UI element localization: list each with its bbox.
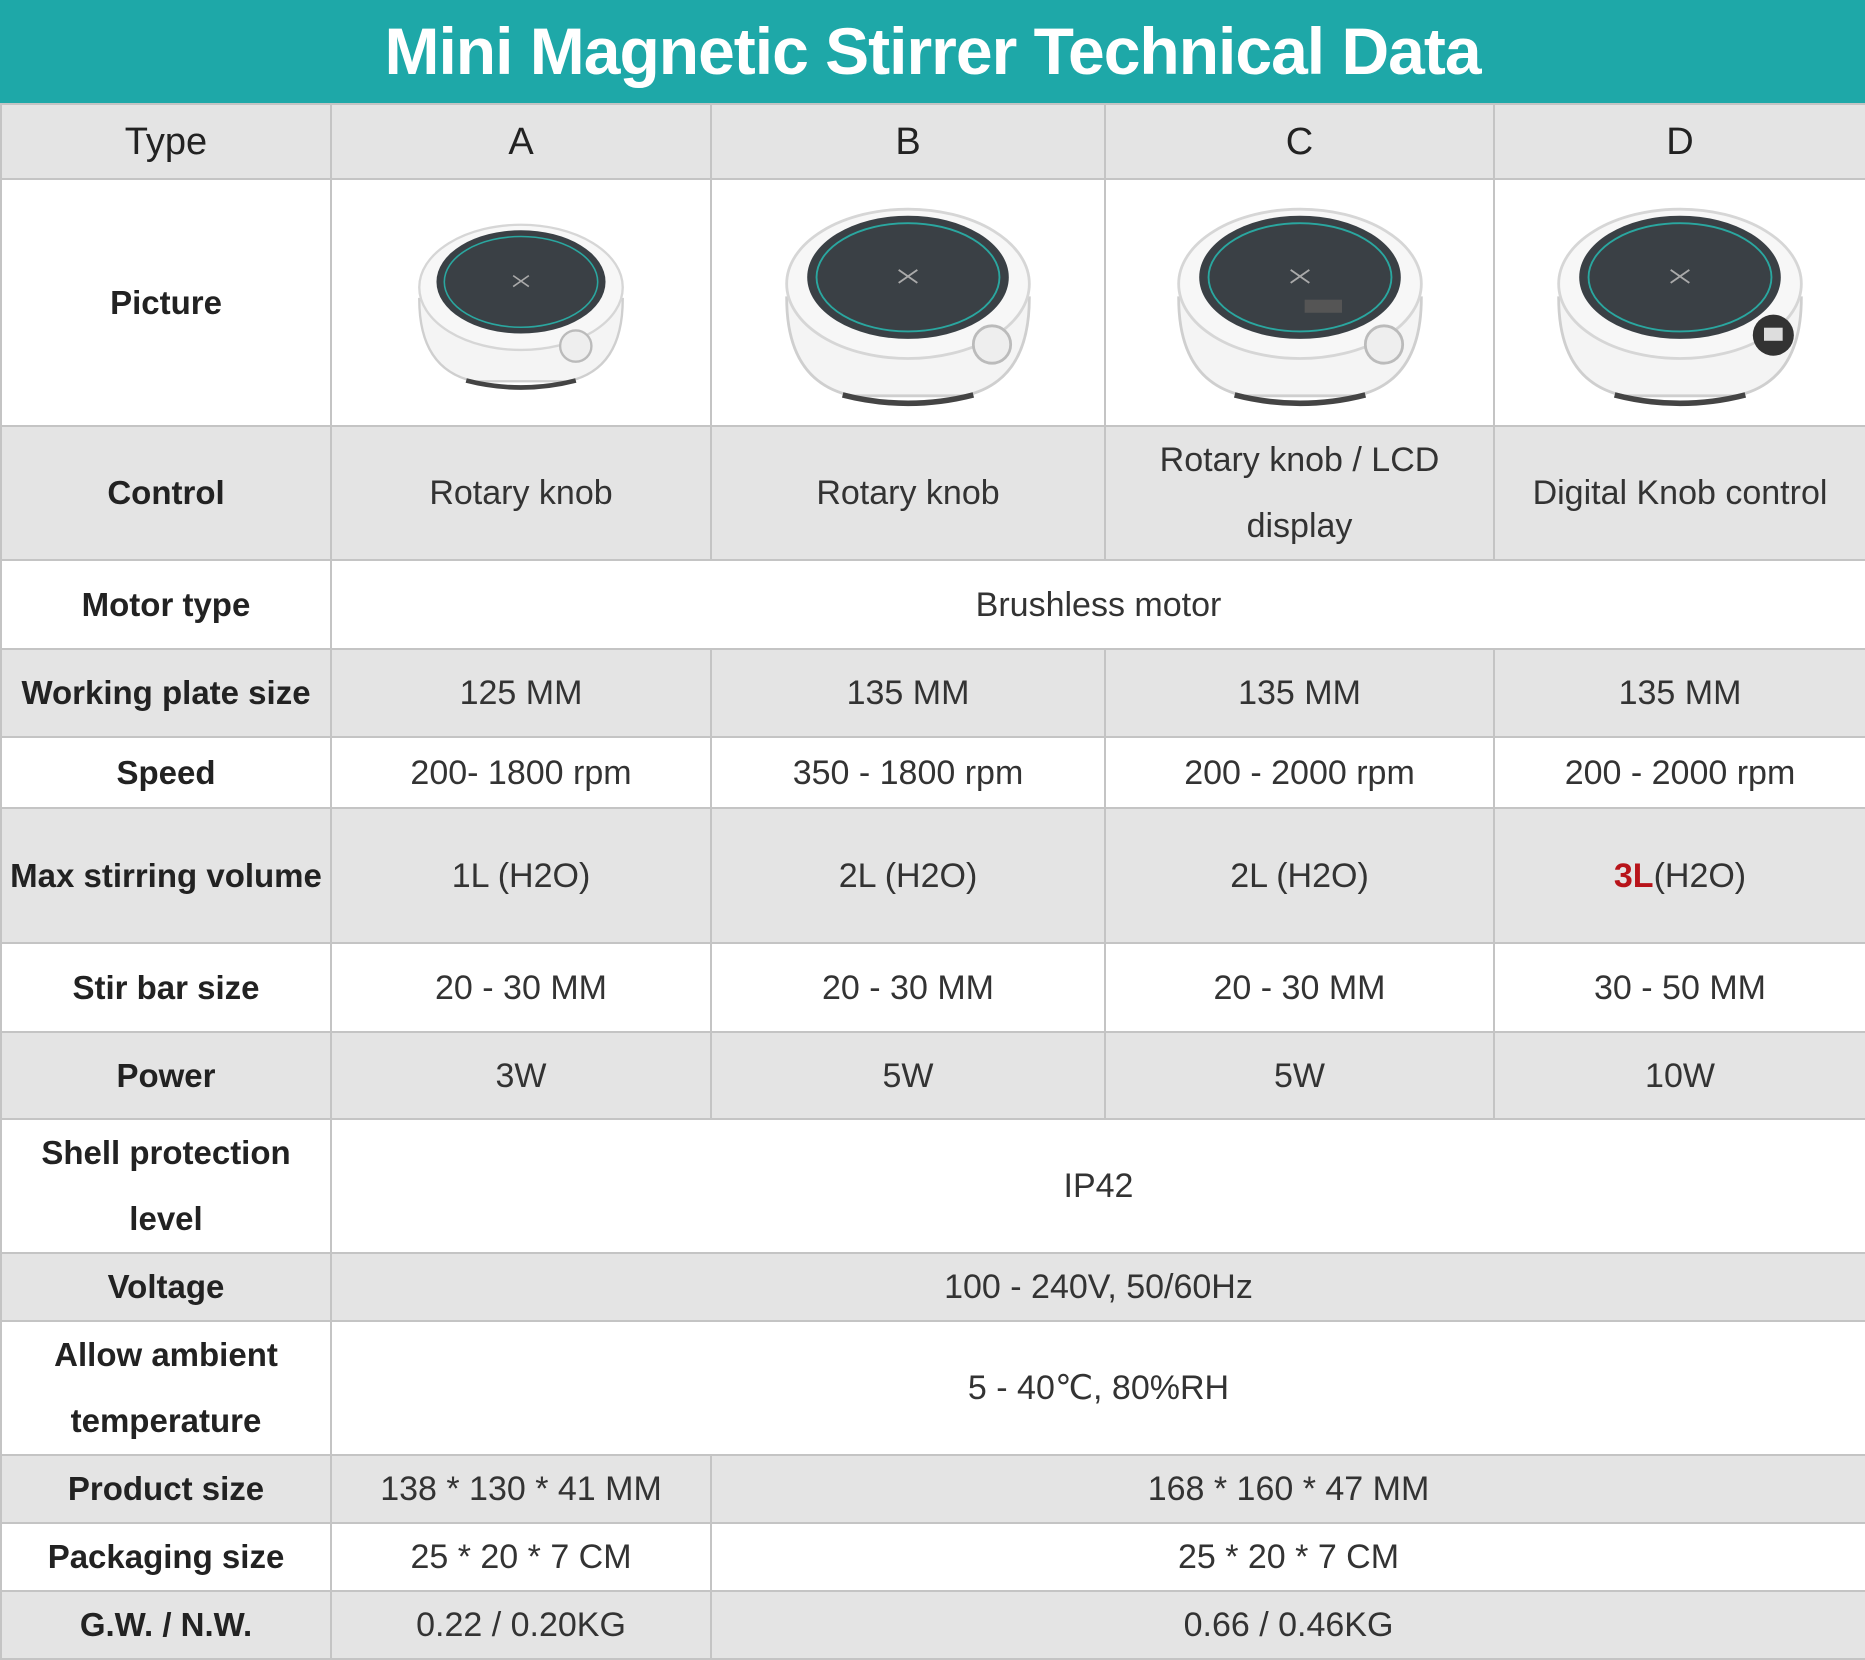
- header-row: Type A B C D: [0, 103, 1865, 180]
- cell: 1L (H2O): [330, 807, 712, 944]
- cell: 100 - 240V, 50/60Hz: [330, 1252, 1865, 1322]
- header-cell: C: [1104, 103, 1495, 180]
- row-label: Picture: [0, 178, 332, 427]
- cell: Brushless motor: [330, 559, 1865, 650]
- row-label: Stir bar size: [0, 942, 332, 1033]
- row: Max stirring volume 1L (H2O) 2L (H2O) 2L…: [0, 807, 1865, 944]
- product-image: [768, 195, 1048, 410]
- row: Packaging size 25 * 20 * 7 CM 25 * 20 * …: [0, 1522, 1865, 1592]
- cell: 350 - 1800 rpm: [710, 736, 1106, 809]
- row: Power 3W 5W 5W 10W: [0, 1031, 1865, 1120]
- cell: 2L (H2O): [1104, 807, 1495, 944]
- cell: 135 MM: [710, 648, 1106, 738]
- cell: 20 - 30 MM: [330, 942, 712, 1033]
- highlight: 3L: [1613, 856, 1654, 895]
- cell: 2L (H2O): [710, 807, 1106, 944]
- header-cell: Type: [0, 103, 332, 180]
- cell: 20 - 30 MM: [1104, 942, 1495, 1033]
- picture-cell: [710, 178, 1106, 427]
- cell: 10W: [1493, 1031, 1865, 1120]
- row-label: Working plate size: [0, 648, 332, 738]
- product-image: [1160, 195, 1440, 410]
- row: G.W. / N.W. 0.22 / 0.20KG 0.66 / 0.46KG: [0, 1590, 1865, 1660]
- row-label: Control: [0, 425, 332, 561]
- cell: 3W: [330, 1031, 712, 1120]
- cell: IP42: [330, 1118, 1865, 1254]
- cell: Rotary knob: [330, 425, 712, 561]
- cell: 5 - 40℃, 80%RH: [330, 1320, 1865, 1456]
- cell: 135 MM: [1493, 648, 1865, 738]
- spec-table: Type A B C D Picture Control Rotary knob…: [0, 103, 1865, 1660]
- cell: 3L(H2O): [1493, 807, 1865, 944]
- row: Shell protection level IP42: [0, 1118, 1865, 1254]
- row: Speed 200- 1800 rpm 350 - 1800 rpm 200 -…: [0, 736, 1865, 809]
- cell: 25 * 20 * 7 CM: [330, 1522, 712, 1592]
- row-label: Packaging size: [0, 1522, 332, 1592]
- picture-cell: [1493, 178, 1865, 427]
- row-label: Speed: [0, 736, 332, 809]
- row: Stir bar size 20 - 30 MM 20 - 30 MM 20 -…: [0, 942, 1865, 1033]
- cell: 138 * 130 * 41 MM: [330, 1454, 712, 1524]
- row: Control Rotary knob Rotary knob Rotary k…: [0, 425, 1865, 561]
- header-cell: A: [330, 103, 712, 180]
- picture-cell: [1104, 178, 1495, 427]
- cell: 0.22 / 0.20KG: [330, 1590, 712, 1660]
- cell: 200 - 2000 rpm: [1493, 736, 1865, 809]
- row-label: Motor type: [0, 559, 332, 650]
- cell: 200 - 2000 rpm: [1104, 736, 1495, 809]
- cell: 5W: [710, 1031, 1106, 1120]
- row-label: G.W. / N.W.: [0, 1590, 332, 1660]
- cell: 125 MM: [330, 648, 712, 738]
- row: Motor type Brushless motor: [0, 559, 1865, 650]
- cell: Rotary knob: [710, 425, 1106, 561]
- cell: 0.66 / 0.46KG: [710, 1590, 1865, 1660]
- row-label: Allow ambient temperature: [0, 1320, 332, 1456]
- row: Working plate size 125 MM 135 MM 135 MM …: [0, 648, 1865, 738]
- row-label: Voltage: [0, 1252, 332, 1322]
- picture-cell: [330, 178, 712, 427]
- row-label: Max stirring volume: [0, 807, 332, 944]
- row: Product size 138 * 130 * 41 MM 168 * 160…: [0, 1454, 1865, 1524]
- cell: 135 MM: [1104, 648, 1495, 738]
- row: Picture: [0, 178, 1865, 427]
- title-bar: Mini Magnetic Stirrer Technical Data: [0, 0, 1865, 103]
- cell: Rotary knob / LCD display: [1104, 425, 1495, 561]
- product-image: [1540, 195, 1820, 410]
- cell-text: (H2O): [1653, 856, 1747, 895]
- row: Voltage 100 - 240V, 50/60Hz: [0, 1252, 1865, 1322]
- cell: 168 * 160 * 47 MM: [710, 1454, 1865, 1524]
- header-cell: B: [710, 103, 1106, 180]
- cell: 30 - 50 MM: [1493, 942, 1865, 1033]
- cell: 20 - 30 MM: [710, 942, 1106, 1033]
- row-label: Shell protection level: [0, 1118, 332, 1254]
- cell: 5W: [1104, 1031, 1495, 1120]
- product-image: [396, 213, 646, 393]
- cell: 25 * 20 * 7 CM: [710, 1522, 1865, 1592]
- cell: 200- 1800 rpm: [330, 736, 712, 809]
- cell: Digital Knob control: [1493, 425, 1865, 561]
- row-label: Product size: [0, 1454, 332, 1524]
- row-label: Power: [0, 1031, 332, 1120]
- header-cell: D: [1493, 103, 1865, 180]
- row: Allow ambient temperature 5 - 40℃, 80%RH: [0, 1320, 1865, 1456]
